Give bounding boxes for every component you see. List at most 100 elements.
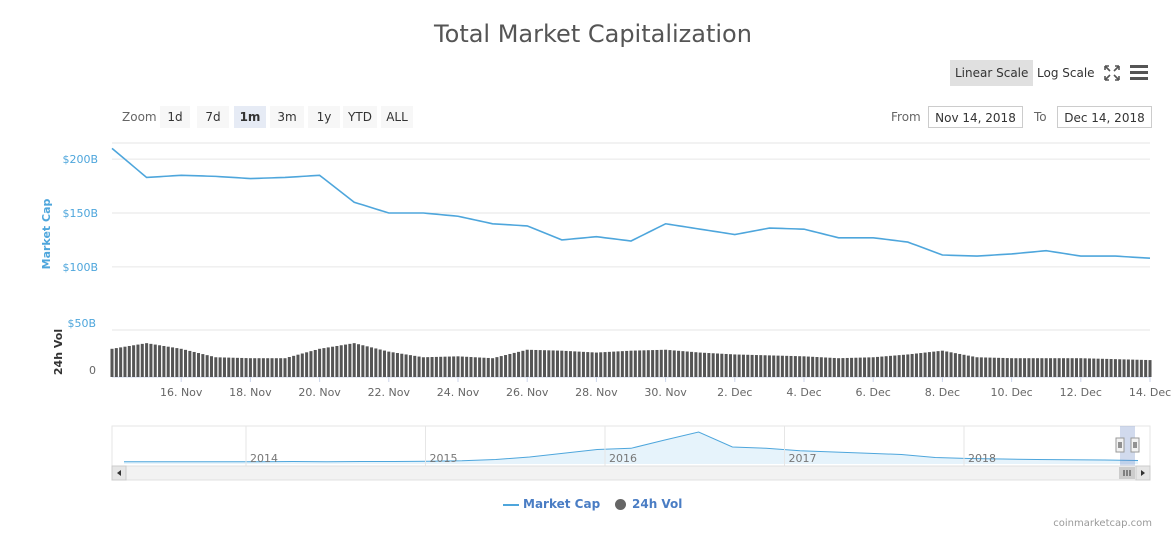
volume-bar (664, 349, 668, 377)
zoom-1m-button[interactable]: 1m (234, 106, 266, 128)
y-axis-label-market-cap: Market Cap (40, 199, 53, 270)
navigator-selection (1120, 426, 1135, 466)
to-date-input[interactable]: Dec 14, 2018 (1057, 106, 1152, 128)
volume-bar (335, 345, 339, 377)
volume-bar (767, 355, 771, 377)
volume-bar (776, 355, 780, 377)
y-tick-label-volume: 0 (89, 364, 96, 377)
navigator-area (124, 432, 1138, 464)
volume-bar (806, 356, 810, 377)
volume-bar (901, 354, 905, 377)
volume-bar (750, 354, 754, 377)
volume-bar (439, 356, 443, 377)
volume-bar (400, 353, 404, 377)
volume-bar (992, 357, 996, 377)
volume-bar (1109, 359, 1113, 377)
navigator-scrollbar-track (111, 465, 1151, 481)
x-tick-label: 6. Dec (856, 386, 891, 399)
volume-bar (486, 357, 490, 377)
volume-bar (365, 346, 369, 377)
volume-bar (815, 357, 819, 377)
fullscreen-icon[interactable] (1103, 64, 1121, 82)
volume-bar (845, 357, 849, 377)
volume-bar (772, 355, 776, 377)
credits-link[interactable]: coinmarketcap.com (1053, 518, 1152, 529)
volume-bar (802, 356, 806, 377)
legend-item-market-cap[interactable]: Market Cap (503, 497, 600, 511)
zoom-all-button[interactable]: ALL (381, 106, 413, 128)
volume-bar (209, 356, 213, 377)
volume-bar (997, 357, 1001, 377)
volume-bar (1040, 358, 1044, 377)
volume-bar (1070, 358, 1074, 377)
volume-bar (1049, 358, 1053, 377)
volume-bar (971, 356, 975, 377)
volume-bar (962, 354, 966, 377)
from-label: From (891, 110, 921, 124)
volume-bar (638, 350, 642, 377)
volume-bar (192, 351, 196, 377)
zoom-label: Zoom (122, 110, 157, 124)
volume-bar (1113, 359, 1117, 377)
log-scale-button[interactable]: Log Scale (1037, 66, 1095, 80)
volume-bar (188, 350, 192, 377)
x-tick-label: 30. Nov (644, 386, 687, 399)
volume-bar (287, 357, 291, 377)
volume-bar (339, 345, 343, 377)
x-tick-label: 16. Nov (160, 386, 203, 399)
volume-bar (378, 349, 382, 377)
volume-bar (469, 357, 473, 377)
volume-bar (534, 349, 538, 377)
zoom-3m-button[interactable]: 3m (270, 106, 304, 128)
volume-bar (880, 356, 884, 377)
volume-bar (629, 350, 633, 377)
volume-bar (633, 350, 637, 377)
volume-bar (888, 355, 893, 377)
x-tick-label: 20. Nov (298, 386, 341, 399)
volume-bar (279, 358, 283, 377)
y-tick-label-volume: $50B (67, 317, 96, 330)
volume-bar (1044, 358, 1048, 377)
volume-bar (1074, 358, 1078, 377)
volume-bar (581, 351, 585, 377)
x-tick-label: 14. Dec (1129, 386, 1171, 399)
volume-bar (733, 354, 737, 377)
volume-bar (309, 351, 313, 377)
legend-label-market-cap: Market Cap (523, 497, 601, 511)
volume-bar (227, 357, 231, 377)
legend-item-volume[interactable]: 24h Vol (615, 497, 682, 511)
zoom-1y-button[interactable]: 1y (308, 106, 340, 128)
volume-bar (465, 356, 469, 377)
volume-bar (871, 357, 875, 377)
zoom-1d-button[interactable]: 1d (160, 106, 190, 128)
volume-bar (659, 349, 663, 377)
volume-bar (1131, 359, 1135, 377)
volume-bar (612, 351, 616, 377)
volume-bar (741, 354, 745, 377)
zoom-7d-button[interactable]: 7d (197, 106, 229, 128)
volume-bar (1148, 360, 1152, 377)
volume-bar (491, 358, 495, 377)
volume-bar (391, 352, 395, 377)
volume-bar (452, 356, 456, 377)
volume-bar (616, 351, 620, 377)
menu-icon[interactable] (1130, 65, 1148, 80)
volume-bar (763, 355, 767, 377)
from-date-input[interactable]: Nov 14, 2018 (928, 106, 1023, 128)
volume-bar (274, 358, 278, 377)
volume-bar (1057, 358, 1061, 377)
volume-bar (547, 350, 551, 377)
volume-bar (261, 358, 265, 377)
volume-bar (1105, 358, 1109, 377)
volume-bar (620, 351, 624, 377)
volume-bar (1061, 358, 1066, 377)
linear-scale-button[interactable]: Linear Scale (950, 60, 1034, 86)
zoom-ytd-button[interactable]: YTD (343, 106, 377, 128)
navigator[interactable]: 2014 2015 2016 2017 2018 (111, 425, 1151, 481)
volume-bar (292, 355, 296, 377)
volume-bar (374, 348, 378, 377)
to-label: To (1034, 110, 1047, 124)
volume-bar (927, 352, 931, 377)
volume-bar (958, 353, 962, 377)
volume-bar (936, 351, 940, 377)
